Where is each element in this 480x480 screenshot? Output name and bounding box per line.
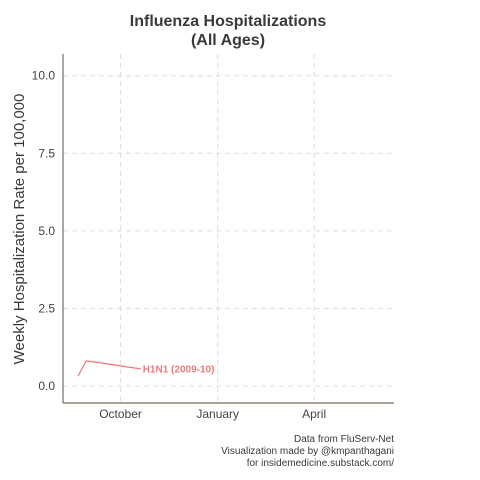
- x-tick-label: April: [302, 407, 326, 421]
- y-tick-label: 5.0: [38, 224, 55, 238]
- series-label: H1N1 (2009-10): [143, 364, 215, 375]
- caption-line-2: Visualization made by @kmpanthagani: [221, 446, 394, 457]
- chart-title-line-2: (All Ages): [191, 32, 265, 49]
- series-layer: H1N1 (2009-10): [77, 360, 215, 377]
- y-axis-label: Weekly Hospitalization Rate per 100,000: [11, 94, 28, 365]
- grid: [63, 54, 394, 403]
- axes: [62, 54, 394, 404]
- y-tick-label: 2.5: [38, 301, 55, 315]
- caption-line-1: Data from FluServ-Net: [294, 434, 394, 445]
- caption-line-3: for insidemedicine.substack.com/: [247, 458, 395, 469]
- x-tick-label: January: [196, 407, 239, 421]
- series-line: [77, 360, 141, 377]
- chart-title-line-1: Influenza Hospitalizations: [130, 13, 327, 30]
- x-tick-label: October: [99, 407, 142, 421]
- tick-labels: 0.0 2.5 5.0 7.5 10.0 October January April: [32, 69, 326, 421]
- y-tick-label: 7.5: [38, 146, 55, 160]
- y-tick-label: 10.0: [32, 69, 56, 83]
- y-tick-label: 0.0: [38, 379, 55, 393]
